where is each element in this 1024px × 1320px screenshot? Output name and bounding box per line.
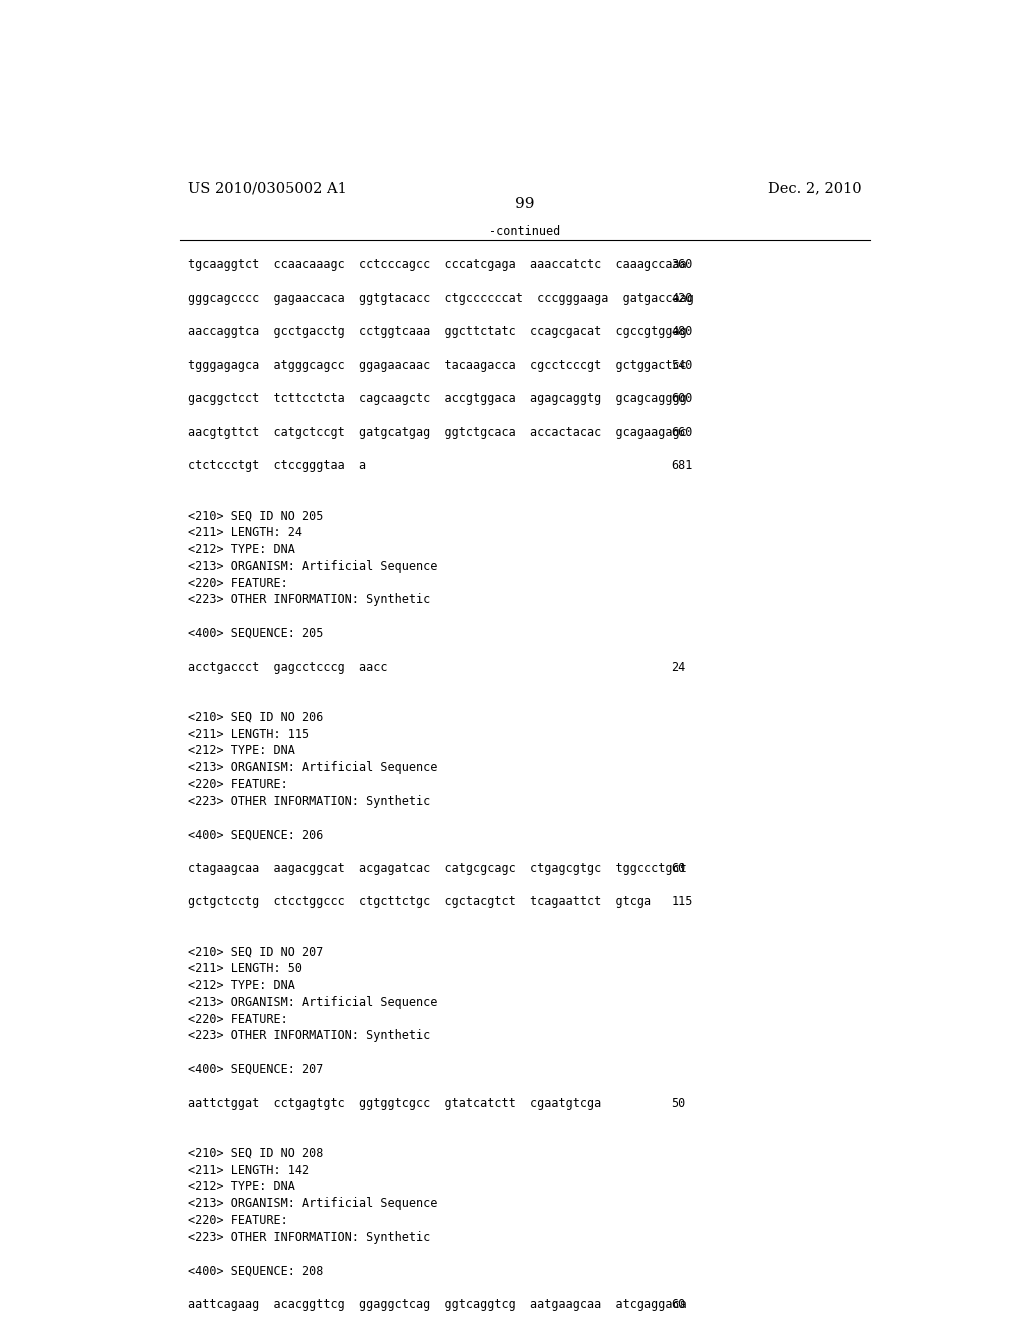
Text: gacggctcct  tcttcctcta  cagcaagctc  accgtggaca  agagcaggtg  gcagcagggg: gacggctcct tcttcctcta cagcaagctc accgtgg… xyxy=(187,392,686,405)
Text: ctctccctgt  ctccgggtaa  a: ctctccctgt ctccgggtaa a xyxy=(187,459,366,473)
Text: 50: 50 xyxy=(672,1097,686,1110)
Text: aaccaggtca  gcctgacctg  cctggtcaaa  ggcttctatc  ccagcgacat  cgccgtggag: aaccaggtca gcctgacctg cctggtcaaa ggcttct… xyxy=(187,325,686,338)
Text: <210> SEQ ID NO 207: <210> SEQ ID NO 207 xyxy=(187,945,323,958)
Text: 681: 681 xyxy=(672,459,693,473)
Text: <211> LENGTH: 115: <211> LENGTH: 115 xyxy=(187,727,308,741)
Text: <220> FEATURE:: <220> FEATURE: xyxy=(187,577,288,590)
Text: <210> SEQ ID NO 208: <210> SEQ ID NO 208 xyxy=(187,1147,323,1160)
Text: <220> FEATURE:: <220> FEATURE: xyxy=(187,1214,288,1226)
Text: <223> OTHER INFORMATION: Synthetic: <223> OTHER INFORMATION: Synthetic xyxy=(187,1230,430,1243)
Text: <212> TYPE: DNA: <212> TYPE: DNA xyxy=(187,744,294,758)
Text: <220> FEATURE:: <220> FEATURE: xyxy=(187,1012,288,1026)
Text: <213> ORGANISM: Artificial Sequence: <213> ORGANISM: Artificial Sequence xyxy=(187,762,437,774)
Text: 60: 60 xyxy=(672,1298,686,1311)
Text: 99: 99 xyxy=(515,197,535,211)
Text: 420: 420 xyxy=(672,292,693,305)
Text: <213> ORGANISM: Artificial Sequence: <213> ORGANISM: Artificial Sequence xyxy=(187,560,437,573)
Text: <213> ORGANISM: Artificial Sequence: <213> ORGANISM: Artificial Sequence xyxy=(187,995,437,1008)
Text: ctagaagcaa  aagacggcat  acgagatcac  catgcgcagc  ctgagcgtgc  tggccctgct: ctagaagcaa aagacggcat acgagatcac catgcgc… xyxy=(187,862,686,875)
Text: US 2010/0305002 A1: US 2010/0305002 A1 xyxy=(187,182,346,195)
Text: 600: 600 xyxy=(672,392,693,405)
Text: 115: 115 xyxy=(672,895,693,908)
Text: <210> SEQ ID NO 206: <210> SEQ ID NO 206 xyxy=(187,710,323,723)
Text: aattctggat  cctgagtgtc  ggtggtcgcc  gtatcatctt  cgaatgtcga: aattctggat cctgagtgtc ggtggtcgcc gtatcat… xyxy=(187,1097,601,1110)
Text: 360: 360 xyxy=(672,257,693,271)
Text: <223> OTHER INFORMATION: Synthetic: <223> OTHER INFORMATION: Synthetic xyxy=(187,795,430,808)
Text: aattcagaag  acacggttcg  ggaggctcag  ggtcaggtcg  aatgaagcaa  atcgaggaca: aattcagaag acacggttcg ggaggctcag ggtcagg… xyxy=(187,1298,686,1311)
Text: gctgctcctg  ctcctggccc  ctgcttctgc  cgctacgtct  tcagaattct  gtcga: gctgctcctg ctcctggccc ctgcttctgc cgctacg… xyxy=(187,895,650,908)
Text: <220> FEATURE:: <220> FEATURE: xyxy=(187,777,288,791)
Text: acctgaccct  gagcctcccg  aacc: acctgaccct gagcctcccg aacc xyxy=(187,660,387,673)
Text: Dec. 2, 2010: Dec. 2, 2010 xyxy=(768,182,862,195)
Text: 60: 60 xyxy=(672,862,686,875)
Text: 660: 660 xyxy=(672,426,693,438)
Text: <400> SEQUENCE: 207: <400> SEQUENCE: 207 xyxy=(187,1063,323,1076)
Text: <223> OTHER INFORMATION: Synthetic: <223> OTHER INFORMATION: Synthetic xyxy=(187,1030,430,1043)
Text: <211> LENGTH: 24: <211> LENGTH: 24 xyxy=(187,527,301,540)
Text: tgggagagca  atgggcagcc  ggagaacaac  tacaagacca  cgcctcccgt  gctggactcc: tgggagagca atgggcagcc ggagaacaac tacaaga… xyxy=(187,359,686,372)
Text: <211> LENGTH: 50: <211> LENGTH: 50 xyxy=(187,962,301,975)
Text: <213> ORGANISM: Artificial Sequence: <213> ORGANISM: Artificial Sequence xyxy=(187,1197,437,1210)
Text: <223> OTHER INFORMATION: Synthetic: <223> OTHER INFORMATION: Synthetic xyxy=(187,594,430,606)
Text: <212> TYPE: DNA: <212> TYPE: DNA xyxy=(187,979,294,993)
Text: -continued: -continued xyxy=(489,226,560,239)
Text: <400> SEQUENCE: 205: <400> SEQUENCE: 205 xyxy=(187,627,323,640)
Text: <212> TYPE: DNA: <212> TYPE: DNA xyxy=(187,1180,294,1193)
Text: gggcagcccc  gagaaccaca  ggtgtacacc  ctgccccccat  cccgggaaga  gatgaccaag: gggcagcccc gagaaccaca ggtgtacacc ctgcccc… xyxy=(187,292,693,305)
Text: 480: 480 xyxy=(672,325,693,338)
Text: <400> SEQUENCE: 206: <400> SEQUENCE: 206 xyxy=(187,828,323,841)
Text: <210> SEQ ID NO 205: <210> SEQ ID NO 205 xyxy=(187,510,323,523)
Text: 540: 540 xyxy=(672,359,693,372)
Text: <211> LENGTH: 142: <211> LENGTH: 142 xyxy=(187,1164,308,1176)
Text: <212> TYPE: DNA: <212> TYPE: DNA xyxy=(187,543,294,556)
Text: 24: 24 xyxy=(672,660,686,673)
Text: <400> SEQUENCE: 208: <400> SEQUENCE: 208 xyxy=(187,1265,323,1278)
Text: tgcaaggtct  ccaacaaagc  cctcccagcc  cccatcgaga  aaaccatctc  caaagccaaa: tgcaaggtct ccaacaaagc cctcccagcc cccatcg… xyxy=(187,257,686,271)
Text: aacgtgttct  catgctccgt  gatgcatgag  ggtctgcaca  accactacac  gcagaagagc: aacgtgttct catgctccgt gatgcatgag ggtctgc… xyxy=(187,426,686,438)
